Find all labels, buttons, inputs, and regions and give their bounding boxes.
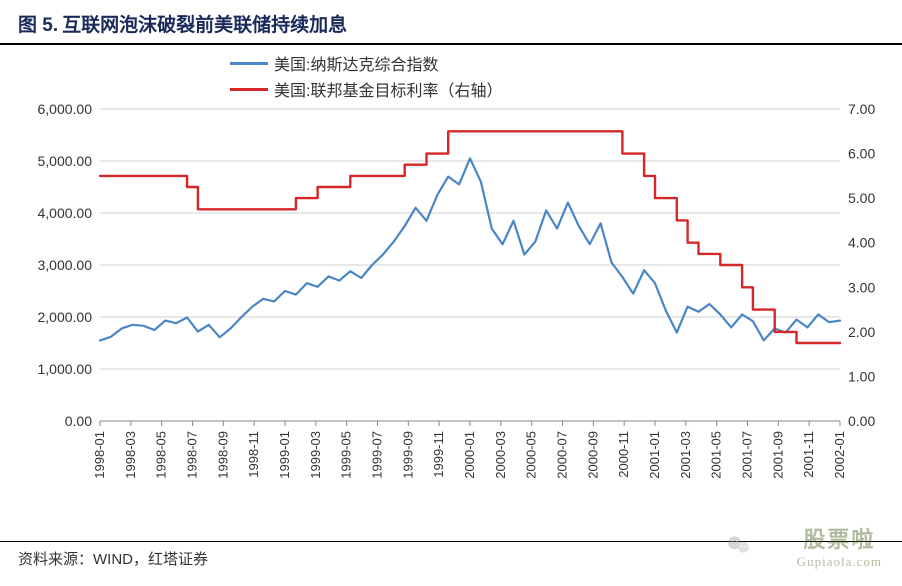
svg-text:2000-05: 2000-05 bbox=[524, 431, 539, 479]
svg-text:1998-07: 1998-07 bbox=[185, 431, 200, 479]
legend-label-fedrate: 美国:联邦基金目标利率（右轴） bbox=[274, 77, 502, 101]
svg-text:1998-09: 1998-09 bbox=[215, 431, 230, 479]
svg-text:1999-01: 1999-01 bbox=[277, 431, 292, 479]
watermark-sub: Gupiaola.com bbox=[797, 554, 882, 570]
svg-text:4.00: 4.00 bbox=[848, 235, 875, 251]
svg-text:3,000.00: 3,000.00 bbox=[38, 257, 93, 273]
legend-label-nasdaq: 美国:纳斯达克综合指数 bbox=[274, 51, 438, 75]
svg-text:2002-01: 2002-01 bbox=[832, 431, 847, 479]
legend-item-fedrate: 美国:联邦基金目标利率（右轴） bbox=[230, 77, 502, 101]
svg-text:2001-09: 2001-09 bbox=[770, 431, 785, 479]
svg-text:5,000.00: 5,000.00 bbox=[38, 153, 93, 169]
svg-text:1998-01: 1998-01 bbox=[92, 431, 107, 479]
source-text: 资料来源：WIND，红塔证券 bbox=[18, 548, 208, 569]
svg-text:5.00: 5.00 bbox=[848, 190, 875, 206]
svg-text:2,000.00: 2,000.00 bbox=[38, 309, 93, 325]
svg-text:1998-03: 1998-03 bbox=[123, 431, 138, 479]
svg-text:1998-11: 1998-11 bbox=[246, 431, 261, 478]
svg-text:1999-11: 1999-11 bbox=[431, 431, 446, 478]
figure-header: 图 5. 互联网泡沫破裂前美联储持续加息 bbox=[0, 0, 902, 45]
svg-text:1998-05: 1998-05 bbox=[154, 431, 169, 479]
chart-legend: 美国:纳斯达克综合指数 美国:联邦基金目标利率（右轴） bbox=[230, 51, 902, 101]
svg-text:7.00: 7.00 bbox=[848, 101, 875, 117]
svg-text:1999-03: 1999-03 bbox=[308, 431, 323, 479]
svg-text:2001-01: 2001-01 bbox=[647, 431, 662, 479]
svg-text:1999-07: 1999-07 bbox=[370, 431, 385, 479]
figure-title: 互联网泡沫破裂前美联储持续加息 bbox=[62, 10, 347, 37]
svg-text:1999-09: 1999-09 bbox=[400, 431, 415, 479]
svg-text:0.00: 0.00 bbox=[848, 413, 875, 429]
svg-text:3.00: 3.00 bbox=[848, 279, 875, 295]
chart-area: 0.00 1,000.00 2,000.00 3,000.00 4,000.00 5,00… bbox=[0, 101, 902, 541]
svg-text:2000-03: 2000-03 bbox=[493, 431, 508, 479]
svg-text:6.00: 6.00 bbox=[848, 146, 875, 162]
watermark-main: 股票啦 bbox=[797, 522, 882, 554]
svg-text:1999-05: 1999-05 bbox=[339, 431, 354, 479]
svg-text:1.00: 1.00 bbox=[848, 368, 875, 384]
svg-text:2001-03: 2001-03 bbox=[678, 431, 693, 479]
legend-item-nasdaq: 美国:纳斯达克综合指数 bbox=[230, 51, 438, 75]
svg-text:2000-11: 2000-11 bbox=[616, 431, 631, 478]
svg-text:2.00: 2.00 bbox=[848, 324, 875, 340]
legend-swatch-nasdaq bbox=[230, 62, 268, 65]
figure-footer: 资料来源：WIND，红塔证券 bbox=[0, 541, 902, 569]
svg-text:2001-05: 2001-05 bbox=[709, 431, 724, 479]
legend-swatch-fedrate bbox=[230, 88, 268, 91]
watermark: 股票啦 Gupiaola.com bbox=[797, 522, 882, 570]
svg-text:0.00: 0.00 bbox=[65, 413, 92, 429]
svg-text:6,000.00: 6,000.00 bbox=[38, 101, 93, 117]
dual-axis-line-chart: 0.00 1,000.00 2,000.00 3,000.00 4,000.00 5,00… bbox=[0, 101, 902, 501]
svg-text:2000-07: 2000-07 bbox=[555, 431, 570, 479]
figure-number: 图 5. bbox=[18, 10, 58, 37]
svg-text:1,000.00: 1,000.00 bbox=[38, 361, 93, 377]
wechat-icon bbox=[726, 532, 752, 558]
svg-text:2001-11: 2001-11 bbox=[801, 431, 816, 478]
svg-text:2000-01: 2000-01 bbox=[462, 431, 477, 479]
svg-text:4,000.00: 4,000.00 bbox=[38, 205, 93, 221]
svg-text:2000-09: 2000-09 bbox=[585, 431, 600, 479]
svg-text:2001-07: 2001-07 bbox=[740, 431, 755, 479]
